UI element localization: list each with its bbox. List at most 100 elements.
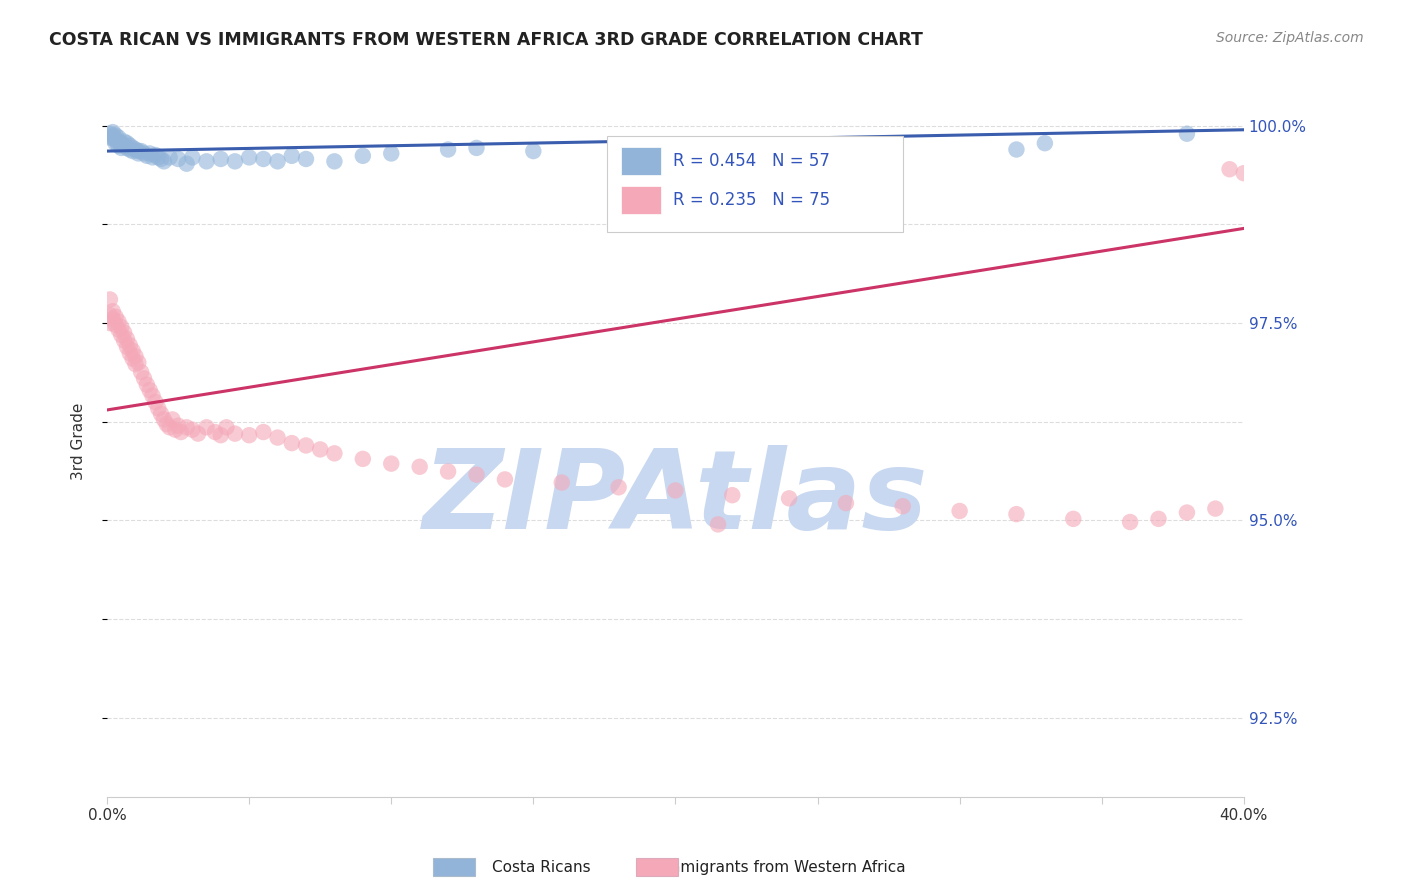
Point [141, 389, 163, 403]
Point [309, 442, 332, 457]
Point [101, 128, 124, 143]
Point [159, 420, 181, 434]
Point [132, 146, 155, 161]
Point [104, 133, 127, 147]
Point [664, 483, 686, 498]
Point [115, 340, 138, 354]
Point [121, 351, 143, 366]
Point [1062, 512, 1084, 526]
Point [266, 431, 288, 445]
Point [551, 475, 574, 490]
Point [150, 407, 173, 421]
Point [115, 141, 138, 155]
Point [127, 144, 149, 158]
Point [121, 141, 143, 155]
Point [295, 152, 318, 166]
Text: R = 0.454   N = 57: R = 0.454 N = 57 [673, 152, 830, 170]
Point [380, 457, 402, 471]
Point [437, 465, 460, 479]
Point [1119, 515, 1142, 529]
Point [98, 130, 121, 145]
Point [494, 472, 516, 486]
Point [224, 426, 246, 441]
Point [135, 149, 157, 163]
Point [118, 338, 141, 352]
Point [145, 148, 167, 162]
Point [165, 423, 187, 437]
Point [607, 143, 630, 157]
Point [1033, 136, 1056, 151]
Point [138, 146, 160, 161]
Point [110, 320, 132, 334]
Text: COSTA RICAN VS IMMIGRANTS FROM WESTERN AFRICA 3RD GRADE CORRELATION CHART: COSTA RICAN VS IMMIGRANTS FROM WESTERN A… [49, 31, 924, 49]
Point [1204, 501, 1226, 516]
FancyBboxPatch shape [607, 136, 903, 232]
Point [127, 355, 149, 369]
Point [110, 141, 132, 155]
Point [170, 425, 193, 439]
Point [693, 141, 716, 155]
Point [148, 150, 170, 164]
Point [148, 401, 170, 416]
Point [124, 143, 146, 157]
Text: ZIPAtlas: ZIPAtlas [423, 445, 928, 552]
Point [806, 149, 828, 163]
Point [215, 420, 238, 434]
Point [104, 318, 127, 332]
Point [252, 425, 274, 439]
Point [437, 143, 460, 157]
Point [101, 312, 124, 326]
Point [835, 496, 858, 510]
Point [522, 144, 544, 158]
Point [949, 504, 972, 518]
Point [118, 143, 141, 157]
Text: Source: ZipAtlas.com: Source: ZipAtlas.com [1216, 31, 1364, 45]
Point [465, 467, 488, 482]
Point [150, 152, 173, 166]
Point [238, 428, 260, 442]
Text: R = 0.235   N = 75: R = 0.235 N = 75 [673, 191, 831, 209]
Point [181, 150, 204, 164]
Point [104, 136, 127, 151]
Point [121, 343, 143, 358]
Point [281, 436, 304, 450]
Point [104, 310, 127, 324]
Point [209, 428, 232, 442]
Point [110, 136, 132, 151]
Point [118, 138, 141, 153]
Point [408, 459, 430, 474]
Point [380, 146, 402, 161]
Point [101, 125, 124, 139]
Point [195, 154, 218, 169]
Point [132, 371, 155, 385]
Point [107, 314, 129, 328]
Point [112, 138, 135, 153]
Point [98, 127, 121, 141]
Point [167, 152, 190, 166]
Bar [621, 186, 661, 214]
Point [129, 144, 152, 158]
Point [778, 491, 800, 506]
Point [118, 346, 141, 360]
Point [107, 138, 129, 153]
Point [181, 423, 204, 437]
Point [101, 304, 124, 318]
Point [124, 349, 146, 363]
Point [323, 446, 346, 460]
Point [107, 130, 129, 145]
Point [352, 451, 374, 466]
Point [98, 293, 121, 307]
Point [204, 425, 226, 439]
Point [1175, 506, 1198, 520]
Point [145, 395, 167, 409]
Point [295, 438, 318, 452]
Point [1005, 507, 1028, 521]
Point [1219, 162, 1241, 177]
Point [176, 420, 198, 434]
Point [129, 365, 152, 379]
Point [121, 144, 143, 158]
Point [607, 480, 630, 494]
Point [107, 135, 129, 149]
Point [104, 128, 127, 143]
Point [153, 412, 176, 426]
